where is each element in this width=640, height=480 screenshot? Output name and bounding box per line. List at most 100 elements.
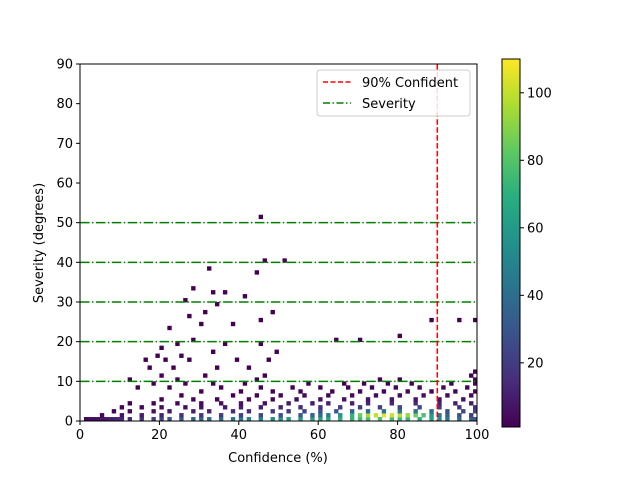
heatmap-bin	[290, 385, 295, 390]
heatmap-bin	[119, 413, 125, 418]
heatmap-bin	[159, 373, 164, 378]
heatmap-bin	[270, 309, 275, 315]
heatmap-bin	[405, 417, 410, 421]
heatmap-bin	[389, 417, 395, 421]
heatmap-bin	[175, 401, 180, 406]
heatmap-bin	[465, 385, 470, 390]
colorbar-ticks: 20 40 60 80 100	[520, 86, 552, 371]
heatmap-bin	[473, 389, 477, 394]
heatmap-bin	[449, 381, 454, 386]
heatmap-bin	[258, 385, 264, 390]
heatmap-bin	[294, 397, 299, 402]
heatmap-bin	[183, 298, 188, 303]
heatmap-bin	[199, 401, 204, 406]
heatmap-bin	[218, 413, 224, 418]
x-tick-label: 0	[76, 428, 84, 443]
heatmap-bin	[278, 393, 283, 398]
heatmap-bin	[421, 413, 426, 418]
heatmap-bin	[334, 409, 339, 414]
heatmap-bin	[365, 397, 371, 402]
heatmap-bin	[262, 401, 267, 406]
heatmap-bin	[365, 401, 371, 406]
heatmap-bin	[417, 385, 422, 390]
colorbar	[501, 58, 521, 428]
colorbar-tick-label: 40	[527, 289, 544, 304]
heatmap-bin	[473, 409, 477, 414]
heatmap-bin	[187, 357, 192, 362]
y-tick-label: 40	[56, 256, 73, 271]
heatmap-bin	[230, 393, 236, 398]
heatmap-bin	[338, 417, 343, 421]
heatmap-bin	[207, 266, 212, 271]
heatmap-bin	[345, 385, 351, 390]
heatmap-bin	[342, 397, 347, 402]
y-tick-label: 80	[56, 97, 73, 112]
heatmap-bin	[437, 401, 442, 406]
heatmap-bin	[258, 413, 264, 418]
heatmap-bin	[246, 417, 252, 421]
heatmap-bin	[115, 417, 121, 421]
heatmap-bin	[254, 270, 260, 275]
heatmap-bin	[457, 317, 462, 323]
heatmap-bin	[278, 417, 283, 421]
heatmap-bin	[258, 341, 264, 347]
heatmap-bin	[179, 353, 184, 358]
heatmap-bin	[326, 417, 331, 421]
heatmap-bin	[218, 401, 224, 406]
heatmap-bin	[441, 385, 446, 390]
heatmap-bin	[365, 409, 371, 414]
heatmap-bin	[222, 341, 228, 347]
heatmap-bin	[417, 405, 422, 410]
heatmap-bin	[159, 417, 164, 421]
heatmap-bin	[338, 405, 343, 410]
heatmap-bin	[191, 417, 196, 421]
heatmap-bin	[238, 389, 244, 394]
heatmap-bin	[191, 337, 196, 343]
heatmap-bin	[246, 365, 252, 370]
heatmap-bin	[203, 373, 208, 378]
heatmap-bin	[238, 405, 244, 410]
heatmap-bin	[457, 405, 462, 410]
colorbar-tick-label: 20	[527, 356, 544, 371]
heatmap-bin	[349, 409, 355, 414]
heatmap-bin	[211, 349, 216, 354]
heatmap-bin	[302, 393, 307, 398]
heatmap-bin	[437, 413, 442, 418]
heatmap-bin	[119, 405, 125, 410]
legend-label-confident: 90% Confident	[362, 76, 458, 91]
heatmap-bin	[163, 357, 168, 362]
heatmap-bin	[214, 397, 220, 402]
heatmap-bin	[167, 409, 172, 414]
legend-box	[316, 69, 471, 117]
heatmap-bin	[274, 349, 279, 354]
colorbar-tick-label: 100	[527, 86, 552, 101]
heatmap-bin	[417, 417, 422, 421]
heatmap-bin	[469, 413, 474, 418]
heatmap-bin	[179, 413, 184, 418]
heatmap-bin	[381, 413, 387, 418]
heatmap-bin	[127, 417, 133, 421]
heatmap-bin	[183, 381, 188, 386]
heatmap-bin	[127, 401, 133, 406]
heatmap-bin	[286, 409, 291, 414]
x-tick-label: 60	[310, 428, 327, 443]
heatmap-bin	[159, 405, 164, 410]
y-axis: 0 10 20 30 40 50 60 70 80 90	[56, 58, 80, 430]
heatmap-bin	[191, 409, 196, 414]
heatmap-bin	[179, 417, 184, 421]
heatmap-bin	[429, 317, 434, 323]
heatmap-bin	[469, 373, 474, 378]
heatmap-bin	[270, 409, 275, 414]
heatmap-bin	[139, 405, 144, 410]
heatmap-bin	[298, 417, 303, 421]
heatmap-bin	[397, 413, 402, 418]
heatmap-bin	[286, 401, 291, 406]
heatmap-bin	[103, 417, 109, 421]
heatmap-bin	[357, 405, 363, 410]
heatmap-bin	[127, 377, 133, 382]
heatmap-bin	[167, 417, 172, 421]
heatmap-bin	[421, 393, 426, 398]
heatmap-bin	[111, 409, 117, 414]
heatmap-bin	[191, 286, 196, 291]
x-tick-label: 40	[231, 428, 248, 443]
